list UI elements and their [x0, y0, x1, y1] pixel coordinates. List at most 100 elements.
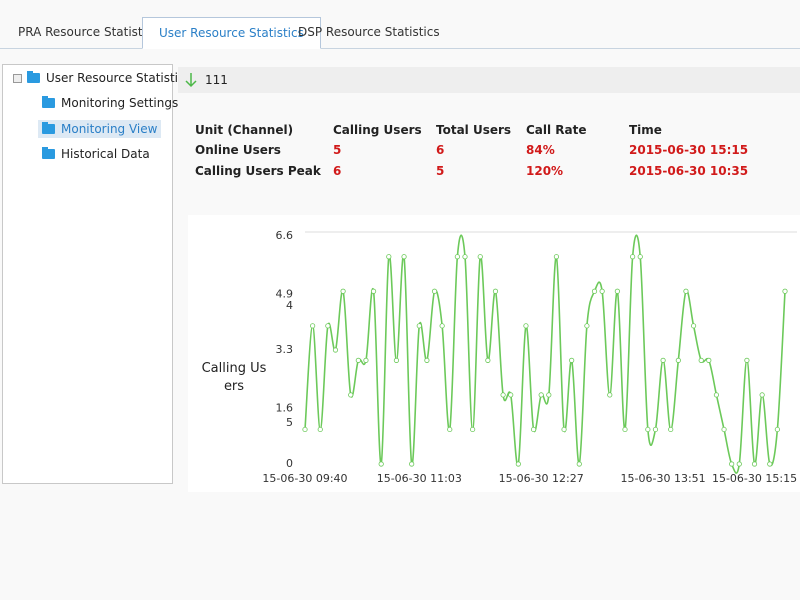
data-point: [584, 323, 590, 329]
table-header: Total Users: [436, 123, 512, 137]
data-point: [630, 254, 636, 260]
table-cell: 6: [333, 164, 342, 178]
data-point: [690, 323, 697, 329]
data-point: [744, 357, 750, 363]
data-point: [576, 461, 582, 467]
data-point: [759, 392, 765, 398]
data-point: [325, 323, 331, 329]
y-tick-label: 0: [286, 457, 293, 470]
data-point: [302, 426, 308, 433]
tree-panel: User Resource Statistics Monitoring Sett…: [2, 64, 191, 484]
data-point: [409, 461, 415, 467]
x-tick-label: 15-06-30 11:03: [377, 472, 462, 485]
toolbar: 111: [178, 67, 800, 93]
data-point: [393, 357, 400, 363]
tree-item-label: Monitoring Settings: [61, 96, 179, 110]
table-cell: 84%: [526, 143, 555, 157]
data-point: [348, 392, 354, 398]
plot: 0 1.6 3.3 4.9 6.6 5 4 15-06-30 09:40 15-06-30 11…: [262, 229, 797, 485]
data-point: [370, 288, 377, 294]
down-arrow-icon[interactable]: [184, 72, 198, 88]
tree-item-label: Historical Data: [61, 147, 150, 161]
data-point: [660, 357, 666, 363]
data-point: [683, 288, 689, 294]
y-tick-label: 4: [286, 299, 293, 312]
expand-toggle[interactable]: [13, 74, 22, 83]
tab[interactable]: User Resource Statistics: [142, 17, 321, 49]
data-point: [698, 357, 704, 363]
tree-item[interactable]: Monitoring Settings: [38, 94, 182, 112]
table-cell: 2015-06-30 15:15: [629, 143, 749, 157]
data-point: [729, 461, 735, 467]
data-point: [317, 426, 323, 433]
chart-area: 0 1.6 3.3 4.9 6.6 5 4 15-06-30 09:40 15-06-30 11…: [188, 215, 800, 492]
data-point: [668, 426, 674, 433]
table-cell: 5: [436, 164, 445, 178]
y-tick-label: 5: [286, 416, 293, 429]
tree-item[interactable]: Monitoring View: [38, 119, 162, 138]
table-header: Time: [629, 123, 662, 137]
data-point: [470, 426, 476, 433]
data-point: [546, 392, 552, 398]
data-point: [569, 357, 575, 363]
data-point: [500, 392, 506, 398]
y-tick-label: 3.3: [276, 343, 294, 356]
data-point: [645, 426, 651, 433]
y-tick-label: 6.6: [276, 229, 294, 242]
data-point: [363, 357, 369, 363]
data-point: [340, 288, 346, 294]
data-point: [515, 461, 521, 467]
x-tick-label: 15-06-30 12:27: [499, 472, 584, 485]
data-point: [310, 323, 316, 329]
data-point: [530, 426, 537, 433]
table-cell: 120%: [526, 164, 564, 178]
data-point: [607, 392, 613, 398]
data-point: [508, 392, 514, 398]
data-point: [767, 461, 773, 467]
data-point: [485, 357, 491, 363]
data-point: [652, 426, 659, 433]
data-point: [774, 426, 780, 433]
data-point: [614, 288, 620, 294]
data-point: [386, 254, 392, 260]
data-point: [332, 347, 339, 353]
tree-item[interactable]: Historical Data: [38, 145, 154, 163]
data-point: [782, 288, 788, 294]
chart: 0 1.6 3.3 4.9 6.6 5 4 15-06-30 09:40 15-06-30 11…: [262, 229, 797, 485]
table-cell: Calling Users Peak: [195, 164, 321, 178]
data-point: [622, 426, 628, 433]
data-point: [462, 254, 468, 260]
y-axis-label: Calling Users: [201, 361, 267, 394]
data-point: [424, 357, 430, 363]
data-point: [637, 254, 643, 260]
data-point: [591, 288, 598, 294]
table-header: Unit (Channel): [195, 123, 294, 137]
y-tick-label: 4.9: [276, 288, 294, 301]
data-point: [751, 461, 758, 467]
series-line: [304, 234, 786, 474]
data-point: [706, 357, 712, 363]
tab[interactable]: DSP Resource Statistics: [298, 25, 440, 39]
data-point: [713, 392, 720, 398]
tab-bar: PRA Resource Statistics User Resource Sta…: [0, 0, 800, 49]
data-point: [561, 426, 567, 433]
data-point: [477, 254, 483, 260]
table-header: Calling Users: [333, 123, 422, 137]
data-point: [439, 323, 445, 329]
x-tick-label: 15-06-30 09:40: [262, 472, 347, 485]
data-point: [431, 288, 438, 294]
data-point: [447, 426, 453, 433]
data-point: [553, 254, 560, 260]
tree-root[interactable]: User Resource Statistics: [23, 69, 195, 87]
data-point: [675, 357, 681, 363]
x-tick-label: 15-06-30 13:51: [621, 472, 706, 485]
data-point: [492, 288, 499, 294]
data-point: [416, 323, 422, 329]
toolbar-label: 111: [205, 73, 228, 87]
tab[interactable]: PRA Resource Statistics: [18, 25, 159, 39]
table-cell: Online Users: [195, 143, 281, 157]
data-point: [538, 392, 544, 398]
data-point: [736, 461, 742, 467]
data-point: [401, 254, 407, 260]
